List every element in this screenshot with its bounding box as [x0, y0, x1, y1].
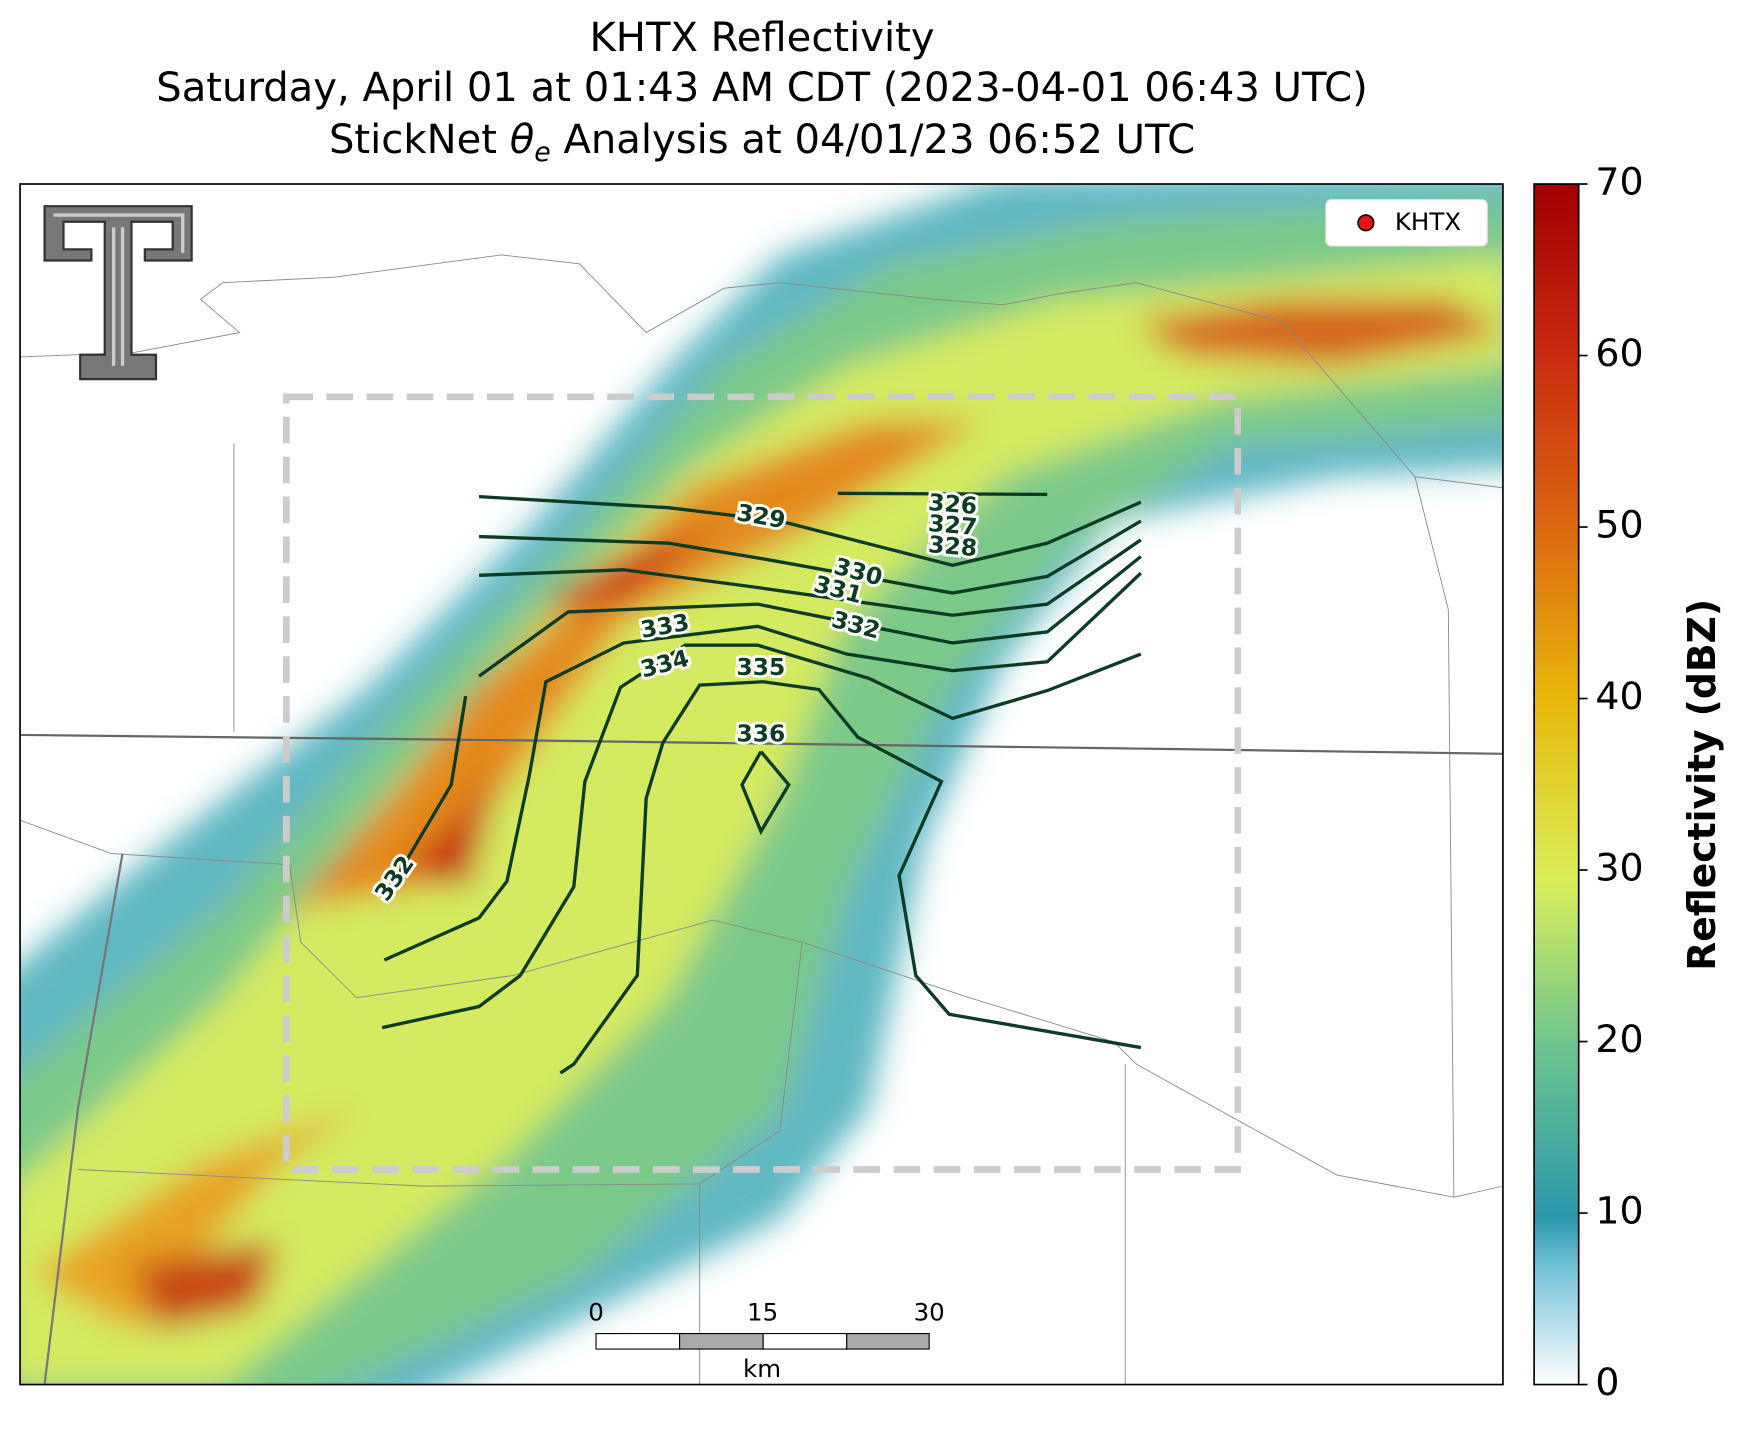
text: θ: [510, 117, 535, 163]
scale-segment: [762, 1333, 848, 1350]
scale-tick-label: 15: [747, 1298, 778, 1327]
subtitle: StickNet θe Analysis at 04/01/23 06:52 U…: [329, 117, 1195, 167]
scale-bar: km 0 15 30: [588, 1298, 945, 1383]
colorbar-tick-label: 50: [1595, 503, 1643, 547]
colorbar-tick-label: 20: [1595, 1017, 1643, 1061]
legend-label: KHTX: [1395, 207, 1461, 236]
colorbar-label: Reflectivity (dBZ): [1680, 599, 1724, 971]
map-frame: [19, 183, 1504, 1386]
text: StickNet: [329, 117, 510, 163]
contour-label: 328: [927, 530, 978, 562]
colorbar: Reflectivity (dBZ) 0 10 20 30 40 50 60 70: [1533, 160, 1724, 1404]
scale-tick-label: 30: [914, 1298, 945, 1327]
scale-segment: [846, 1333, 930, 1350]
colorbar-ramp: [1533, 183, 1580, 1386]
text: Analysis at 04/01/23 06:52 UTC: [551, 117, 1195, 163]
text: e: [534, 137, 550, 168]
contour-label: 336: [737, 719, 786, 747]
contour-label: 327: [927, 509, 978, 541]
contours: [381, 491, 1142, 1075]
contour-label: 335: [737, 653, 786, 681]
colorbar-tick-label: 40: [1595, 674, 1643, 718]
scale-segment: [679, 1333, 764, 1350]
scale-tick-label: 0: [588, 1298, 604, 1327]
scale-segment: [595, 1333, 681, 1350]
colorbar-tick-label: 60: [1595, 331, 1643, 375]
legend-box: [1325, 198, 1488, 247]
title: KHTX Reflectivity: [590, 15, 935, 61]
radar-field: [20, 184, 1503, 1385]
colorbar-tick-label: 0: [1595, 1360, 1619, 1404]
contour-label: 326: [927, 488, 978, 520]
legend: KHTX: [1325, 198, 1488, 247]
colorbar-tick-label: 10: [1595, 1189, 1643, 1233]
colorbar-tick-label: 30: [1595, 846, 1643, 890]
scale-unit: km: [743, 1354, 781, 1383]
logo: [43, 205, 193, 381]
analysis-domain: [282, 393, 1242, 1173]
legend-marker: [1357, 214, 1375, 232]
subtitle: Saturday, April 01 at 01:43 AM CDT (2023…: [156, 65, 1368, 111]
colorbar-tick-label: 70: [1595, 160, 1643, 204]
